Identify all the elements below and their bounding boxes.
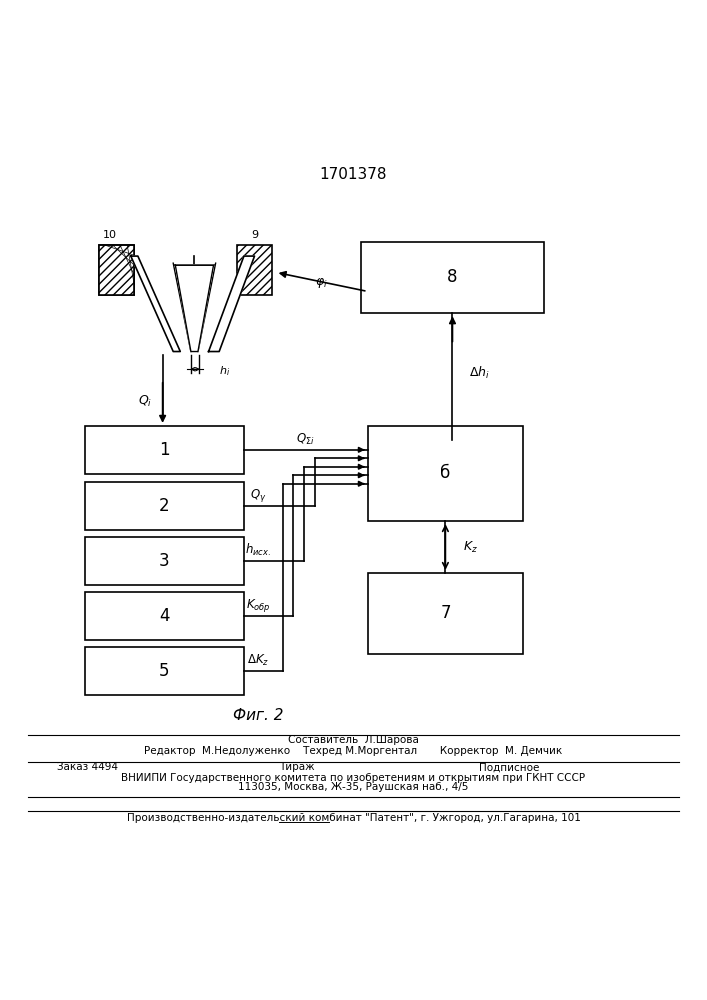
Text: 9: 9 xyxy=(251,230,258,240)
FancyBboxPatch shape xyxy=(368,426,523,521)
Polygon shape xyxy=(131,256,180,352)
Text: $\varphi_i$: $\varphi_i$ xyxy=(315,276,328,290)
Text: $Q_\gamma$: $Q_\gamma$ xyxy=(250,487,267,504)
FancyBboxPatch shape xyxy=(237,245,272,295)
Text: $\Delta h_i$: $\Delta h_i$ xyxy=(469,365,490,381)
Text: 8: 8 xyxy=(448,268,457,286)
FancyBboxPatch shape xyxy=(85,537,244,585)
Text: Подписное: Подписное xyxy=(479,762,539,772)
Polygon shape xyxy=(175,265,214,352)
Text: ВНИИПИ Государственного комитета по изобретениям и открытиям при ГКНТ СССР: ВНИИПИ Государственного комитета по изоб… xyxy=(122,773,585,783)
Text: 10: 10 xyxy=(103,230,117,240)
FancyBboxPatch shape xyxy=(85,592,244,640)
Text: Производственно-издательский комбинат "Патент", г. Ужгород, ул.Гагарина, 101: Производственно-издательский комбинат "П… xyxy=(127,813,580,823)
FancyBboxPatch shape xyxy=(85,647,244,695)
Text: б: б xyxy=(440,464,450,482)
Text: $\Delta K_z$: $\Delta K_z$ xyxy=(247,653,269,668)
FancyBboxPatch shape xyxy=(99,245,134,295)
Text: 4: 4 xyxy=(159,607,170,625)
Text: $h_{исх.}$: $h_{исх.}$ xyxy=(245,542,271,558)
Text: Заказ 4494: Заказ 4494 xyxy=(57,762,117,772)
Text: $Q_i$: $Q_i$ xyxy=(138,393,152,409)
FancyBboxPatch shape xyxy=(368,573,523,654)
FancyBboxPatch shape xyxy=(361,242,544,313)
Text: $Q_{\Sigma i}$: $Q_{\Sigma i}$ xyxy=(296,432,315,447)
Text: 5: 5 xyxy=(159,662,170,680)
FancyBboxPatch shape xyxy=(99,245,134,295)
Text: Редактор  М.Недолуженко    Техред М.Моргентал       Корректор  М. Демчик: Редактор М.Недолуженко Техред М.Моргента… xyxy=(144,746,563,756)
Text: $K_{обр}$: $K_{обр}$ xyxy=(246,597,270,614)
Text: 1701378: 1701378 xyxy=(320,167,387,182)
Text: Составитель  Л.Шарова: Составитель Л.Шарова xyxy=(288,735,419,745)
Text: $h_i$: $h_i$ xyxy=(219,364,230,378)
Text: $K_z$: $K_z$ xyxy=(463,540,478,555)
Text: 113035, Москва, Ж-35, Раушская наб., 4/5: 113035, Москва, Ж-35, Раушская наб., 4/5 xyxy=(238,782,469,792)
FancyBboxPatch shape xyxy=(85,426,244,474)
Text: Тираж: Тираж xyxy=(279,762,315,772)
Text: 2: 2 xyxy=(159,497,170,515)
FancyBboxPatch shape xyxy=(85,482,244,530)
Polygon shape xyxy=(209,256,255,352)
Text: 7: 7 xyxy=(440,604,450,622)
Text: 1: 1 xyxy=(159,441,170,459)
Text: 3: 3 xyxy=(159,552,170,570)
Text: Фиг. 2: Фиг. 2 xyxy=(233,708,284,723)
